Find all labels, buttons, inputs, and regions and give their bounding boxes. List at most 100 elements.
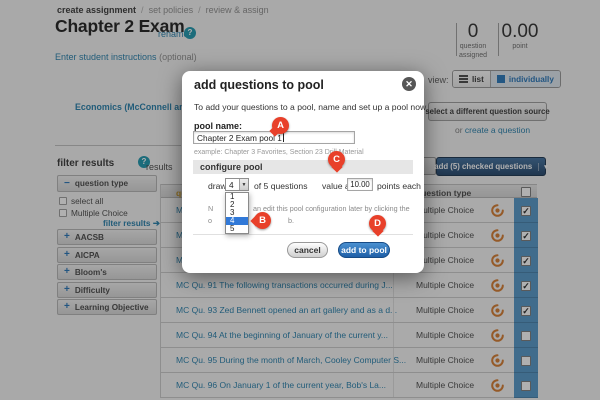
stats-divider bbox=[456, 23, 457, 56]
points-each-label: points each bbox=[377, 181, 421, 191]
annotation-marker-a: A bbox=[272, 117, 289, 134]
draw-option[interactable]: 5 bbox=[230, 224, 235, 233]
view-toggle: list individually bbox=[452, 70, 561, 88]
add-to-pool-button[interactable]: add to pool bbox=[338, 242, 390, 258]
row-checkbox[interactable] bbox=[521, 305, 531, 316]
question-link[interactable]: MC Qu. 95 During the month of March, Coo… bbox=[176, 355, 407, 365]
accordion-blooms[interactable]: + Bloom's bbox=[57, 264, 157, 280]
algorithmic-icon bbox=[491, 354, 504, 367]
multiple-choice-label: Multiple Choice bbox=[71, 208, 128, 218]
accordion-question-type[interactable]: − question type bbox=[57, 175, 157, 192]
algorithmic-icon bbox=[491, 329, 504, 342]
plus-icon: + bbox=[64, 284, 70, 295]
enter-student-instructions-link[interactable]: Enter student instructions bbox=[55, 52, 157, 62]
breadcrumb-review-assign[interactable]: review & assign bbox=[205, 5, 269, 15]
modal-title: add questions to pool bbox=[194, 78, 324, 92]
annotation-marker-c: C bbox=[328, 151, 345, 168]
rename-link[interactable]: rename bbox=[158, 29, 189, 39]
algorithmic-icon bbox=[491, 279, 504, 292]
algorithmic-icon bbox=[491, 379, 504, 392]
value-at-label: value at bbox=[322, 181, 353, 191]
select-question-source-button[interactable]: select a different question source bbox=[425, 102, 550, 121]
question-link[interactable]: MC Qu. 93 Zed Bennett opened an art gall… bbox=[176, 305, 398, 315]
question-link[interactable]: MC Qu. 96 On January 1 of the current ye… bbox=[176, 380, 386, 390]
table-row: MC Qu. 93 Zed Bennett opened an art gall… bbox=[161, 298, 538, 323]
row-checkbox[interactable] bbox=[521, 330, 531, 341]
stats-divider bbox=[498, 23, 499, 56]
annotation-marker-b: B bbox=[254, 212, 271, 229]
table-row: MC Qu. 94 At the beginning of January of… bbox=[161, 323, 538, 348]
select-all-label: select all bbox=[71, 196, 104, 206]
optional-label: (optional) bbox=[159, 52, 197, 62]
breadcrumb-create-assignment[interactable]: create assignment bbox=[57, 5, 137, 15]
create-question-row: or create a question bbox=[455, 125, 530, 135]
algorithmic-icon bbox=[491, 204, 504, 217]
breadcrumb: create assignment / set policies / review & … bbox=[57, 5, 269, 15]
draw-option[interactable]: 2 bbox=[230, 200, 235, 209]
plus-icon: + bbox=[64, 301, 70, 312]
view-list-label: list bbox=[472, 74, 484, 84]
row-checkbox[interactable] bbox=[521, 380, 531, 391]
view-label: view: bbox=[428, 75, 449, 85]
accordion-learning-objective[interactable]: + Learning Objective bbox=[57, 299, 157, 315]
select-all-checkbox[interactable] bbox=[59, 197, 67, 205]
divider bbox=[55, 145, 181, 146]
pool-name-label: pool name: bbox=[194, 121, 243, 131]
row-checkbox[interactable] bbox=[521, 280, 531, 291]
algorithmic-icon bbox=[491, 254, 504, 267]
question-link[interactable]: MC Qu. 94 At the beginning of January of… bbox=[176, 330, 388, 340]
list-icon bbox=[459, 74, 468, 85]
draw-count-select[interactable]: 4 ▼ bbox=[225, 178, 249, 191]
or-label: or bbox=[455, 125, 465, 135]
view-individually-button[interactable]: individually bbox=[490, 71, 560, 87]
close-icon[interactable]: ✕ bbox=[402, 77, 416, 91]
pool-name-example: example: Chapter 3 Favorites, Section 23… bbox=[194, 149, 364, 156]
arrow-right-icon: ➔ bbox=[152, 218, 160, 228]
note-fragment: b. bbox=[288, 216, 294, 225]
draw-select-dropdown: 1 2 3 4 5 bbox=[225, 192, 249, 234]
plus-icon: + bbox=[64, 231, 70, 242]
row-checkbox[interactable] bbox=[521, 205, 531, 216]
accordion-aacsb[interactable]: + AACSB bbox=[57, 229, 157, 245]
select-all-row: select all bbox=[59, 196, 103, 206]
header-checkbox[interactable] bbox=[521, 187, 531, 197]
plus-icon: + bbox=[64, 249, 70, 260]
breadcrumb-set-policies[interactable]: set policies bbox=[148, 5, 194, 15]
draw-option[interactable]: 3 bbox=[230, 208, 235, 217]
breadcrumb-separator: / bbox=[198, 5, 201, 15]
algorithmic-icon bbox=[491, 229, 504, 242]
draw-label: draw bbox=[208, 181, 227, 191]
column-header-question-type[interactable]: question type bbox=[416, 187, 472, 198]
filter-results-link[interactable]: filter results ➔ bbox=[103, 218, 160, 228]
table-row: MC Qu. 95 During the month of March, Coo… bbox=[161, 348, 538, 373]
filter-results-header: filter results bbox=[57, 158, 115, 169]
create-question-link[interactable]: create a question bbox=[464, 125, 531, 135]
help-icon[interactable]: ? bbox=[184, 27, 196, 39]
row-checkbox[interactable] bbox=[521, 230, 531, 241]
accordion-question-type-label: question type bbox=[74, 179, 129, 188]
accordion-difficulty[interactable]: + Difficulty bbox=[57, 282, 157, 298]
points-label: point bbox=[512, 43, 528, 50]
question-link[interactable]: MC Qu. 91 The following transactions occ… bbox=[176, 280, 393, 290]
row-checkbox[interactable] bbox=[521, 355, 531, 366]
points-value-input[interactable]: 10.00 bbox=[347, 178, 373, 191]
view-list-button[interactable]: list bbox=[453, 71, 491, 87]
row-checkbox[interactable] bbox=[521, 255, 531, 266]
breadcrumb-separator: / bbox=[141, 5, 144, 15]
of-questions-label: of 5 questions bbox=[254, 181, 308, 191]
draw-option-selected[interactable]: 4 bbox=[226, 216, 248, 225]
points-count: 0.00 bbox=[501, 21, 539, 42]
cancel-button[interactable]: cancel bbox=[287, 242, 328, 258]
chevron-down-icon: ▾ bbox=[538, 162, 548, 171]
individually-icon bbox=[496, 75, 505, 83]
add-checked-questions-button[interactable]: add (5) checked questions ▾ bbox=[434, 157, 548, 176]
multiple-choice-checkbox[interactable] bbox=[59, 209, 67, 217]
note-fragment: N bbox=[208, 204, 214, 213]
results-label: results bbox=[146, 162, 173, 172]
question-source-link[interactable]: Economics (McConnell and Brue, 17e) bbox=[75, 102, 235, 112]
accordion-aicpa[interactable]: + AICPA bbox=[57, 247, 157, 263]
help-icon[interactable]: ? bbox=[138, 156, 150, 168]
draw-option[interactable]: 1 bbox=[230, 192, 235, 201]
student-instructions: Enter student instructions (optional) bbox=[55, 52, 197, 62]
add-questions-to-pool-modal: add questions to pool ✕ To add your ques… bbox=[182, 71, 428, 273]
